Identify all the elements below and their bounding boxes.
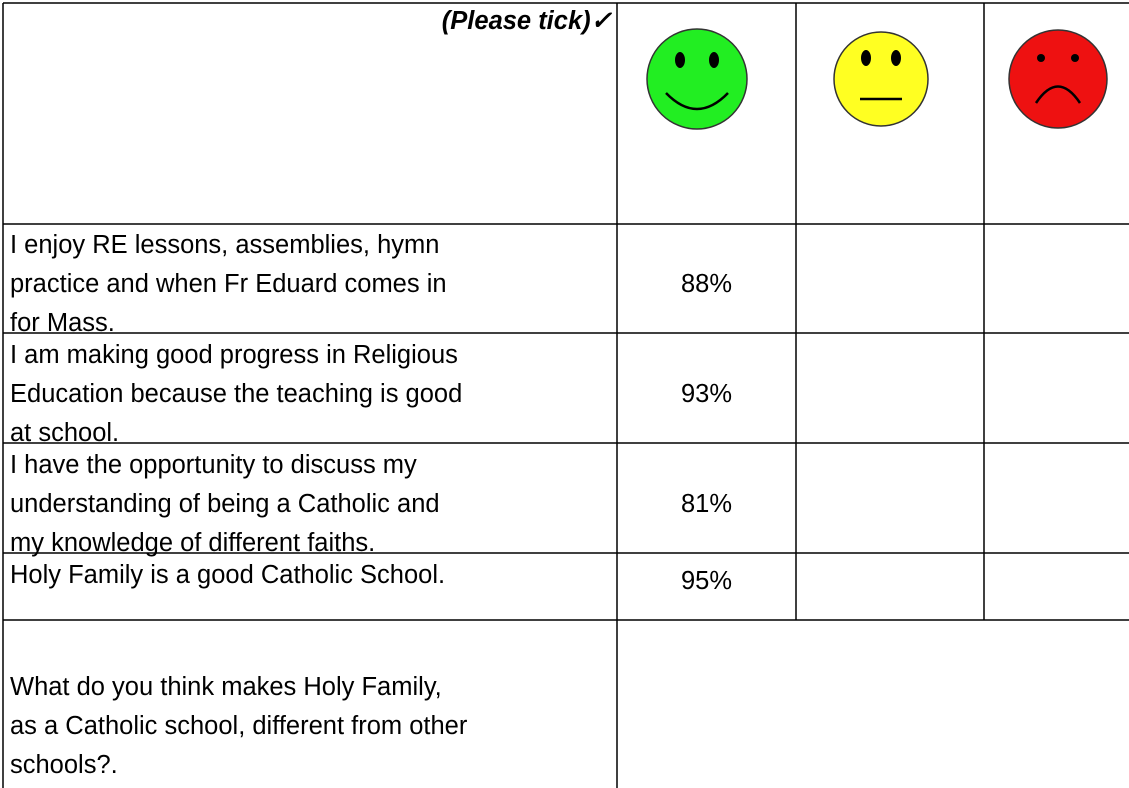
instruction: (Please tick)✓ [441,7,612,35]
statement-line: for Mass. [10,309,115,337]
question-line: What do you think makes Holy Family, [10,673,442,701]
statement-line: at school. [10,419,120,447]
statement: Holy Family is a good Catholic School. [10,556,445,595]
question-line: as a Catholic school, different from oth… [10,712,468,740]
statement: I have the opportunity to discuss my unde… [10,446,440,563]
percent: 93% [680,380,733,408]
statement: I am making good progress in Religious Ed… [10,336,462,453]
statement-line: my knowledge of different faiths. [10,529,376,557]
statement-line: Holy Family is a good Catholic School. [10,561,446,589]
question-line: schools?. [10,751,118,779]
statement-line: I am making good progress in Religious [10,341,458,369]
statement-line: Education because the teaching is good [10,380,463,408]
sad-face [1008,29,1108,129]
percent: 81% [680,490,733,518]
percent: 95% [680,567,733,595]
percent: 88% [680,270,733,298]
statement-line: understanding of being a Catholic and [10,490,440,518]
statement: I enjoy RE lessons, assemblies, hymn prac… [10,226,447,343]
statement-line: practice and when Fr Eduard comes in [10,270,447,298]
question: What do you think makes Holy Family, as a… [10,668,467,785]
neutral-face [833,31,929,127]
statement-line: I enjoy RE lessons, assemblies, hymn [10,231,440,259]
statement-line: I have the opportunity to discuss my [10,451,417,479]
happy-face [646,28,748,130]
